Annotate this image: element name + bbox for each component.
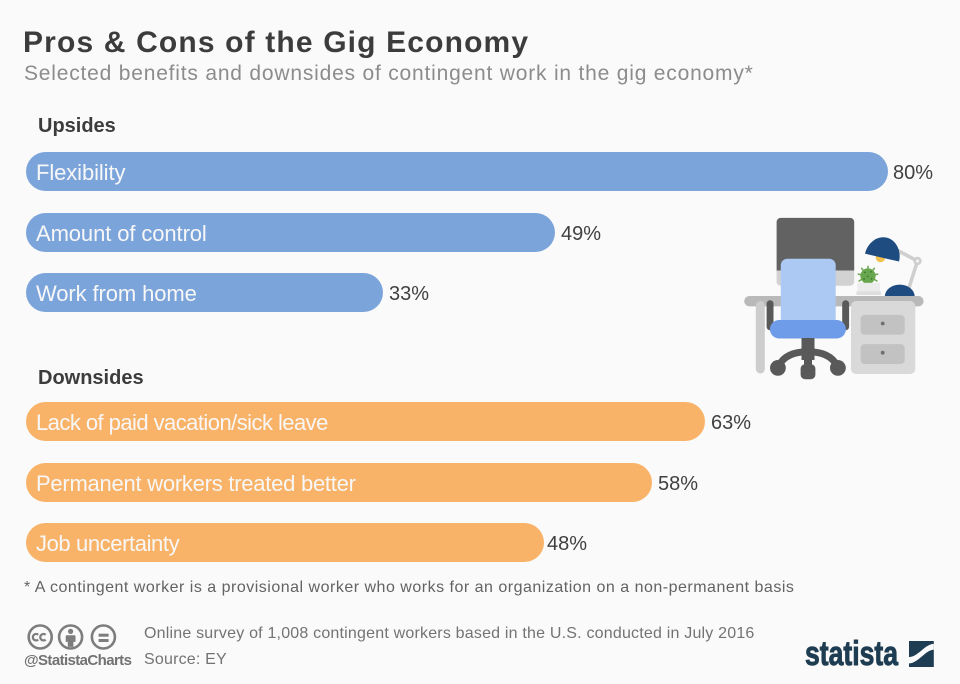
svg-text:statista: statista	[805, 635, 899, 673]
